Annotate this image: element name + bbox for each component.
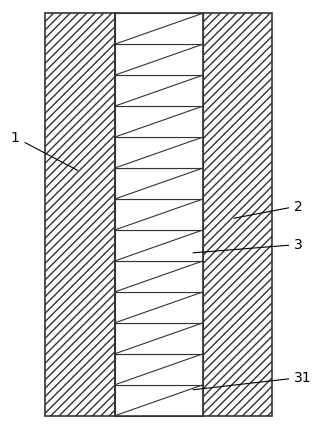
Bar [115, 107, 203, 138]
Text: 2: 2 [234, 200, 303, 219]
Text: 31: 31 [193, 370, 312, 390]
Bar [115, 261, 203, 292]
Bar [115, 230, 203, 261]
Bar [115, 169, 203, 200]
Bar [115, 76, 203, 107]
Bar [115, 138, 203, 169]
Bar [115, 323, 203, 354]
Text: 1: 1 [11, 131, 78, 171]
Bar [115, 45, 203, 76]
Bar [203, 14, 272, 416]
Bar [115, 354, 203, 385]
Bar [115, 14, 203, 45]
Bar [115, 385, 203, 416]
Bar [115, 292, 203, 323]
Bar [115, 200, 203, 230]
Text: 3: 3 [193, 238, 303, 253]
Bar [45, 14, 115, 416]
Bar [115, 14, 203, 416]
